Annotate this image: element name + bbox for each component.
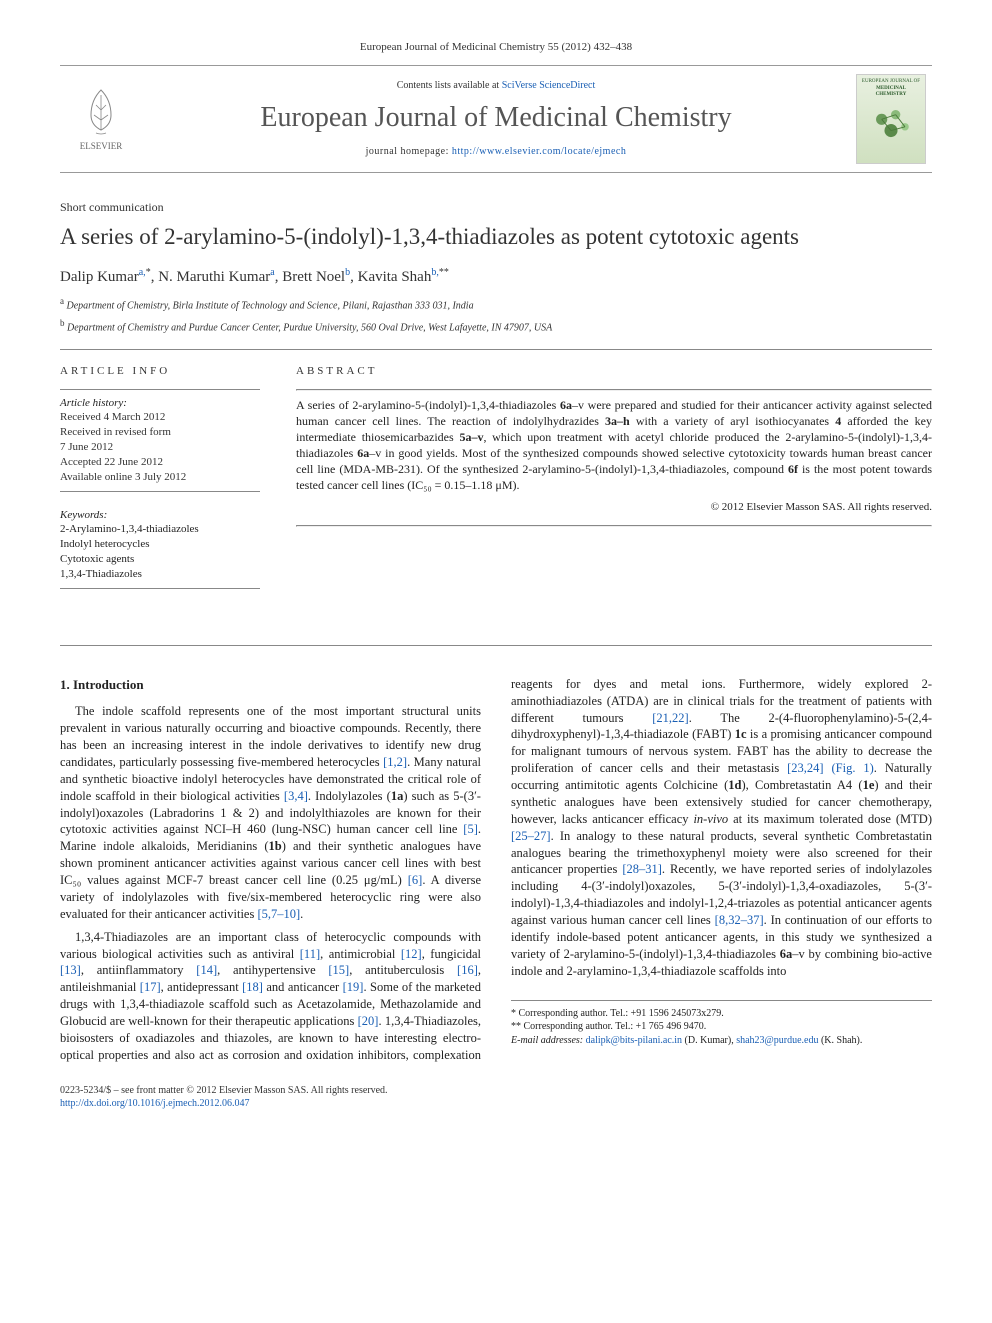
rule-top [60,349,932,350]
section-1-heading: 1. Introduction [60,676,481,694]
keyword-1: Indolyl heterocycles [60,537,260,552]
contents-prefix: Contents lists available at [397,80,502,91]
keyword-3: 1,3,4-Thiadiazoles [60,567,260,582]
email-link-2[interactable]: shah23@purdue.edu [736,1035,818,1046]
bottom-meta: 0223-5234/$ – see front matter © 2012 El… [60,1084,932,1111]
author: Dalip Kumara,* [60,269,151,285]
masthead: ELSEVIER Contents lists available at Sci… [60,65,932,173]
rule-mid [60,645,932,646]
article-type: Short communication [60,199,932,215]
masthead-center: Contents lists available at SciVerse Sci… [146,79,846,158]
keyword-0: 2-Arylamino-1,3,4-thiadiazoles [60,522,260,537]
contents-available-line: Contents lists available at SciVerse Sci… [146,79,846,93]
cover-label-2: MEDICINAL CHEMISTRY [861,86,921,100]
abstract-column: ABSTRACT A series of 2-arylamino-5-(indo… [296,364,932,595]
email-name-2: (K. Shah). [821,1035,862,1046]
body-para-1: The indole scaffold represents one of th… [60,703,481,922]
keyword-2: Cytotoxic agents [60,552,260,567]
homepage-prefix: journal homepage: [366,146,452,157]
abstract-copyright: © 2012 Elsevier Masson SAS. All rights r… [296,500,932,515]
scidirect-link[interactable]: SciVerse ScienceDirect [502,80,596,91]
email-link-1[interactable]: dalipk@bits-pilani.ac.in [586,1035,682,1046]
history-received: Received 4 March 2012 [60,410,260,425]
history-revised-1: Received in revised form [60,425,260,440]
homepage-link[interactable]: http://www.elsevier.com/locate/ejmech [452,146,626,157]
cover-label-1: EUROPEAN JOURNAL OF [862,79,920,86]
journal-cover-thumb: EUROPEAN JOURNAL OF MEDICINAL CHEMISTRY [856,74,926,164]
abs-rule-1 [296,389,932,391]
journal-name: European Journal of Medicinal Chemistry [146,99,846,137]
article-title: A series of 2-arylamino-5-(indolyl)-1,3,… [60,223,932,252]
elsevier-tree-icon [76,85,126,140]
history-accepted: Accepted 22 June 2012 [60,455,260,470]
abstract-text: A series of 2-arylamino-5-(indolyl)-1,3,… [296,397,932,494]
elsevier-logo: ELSEVIER [66,79,136,159]
history-label: Article history: [60,396,260,411]
header-citation: European Journal of Medicinal Chemistry … [60,40,932,55]
author: Brett Noelb [282,269,350,285]
info-rule-2 [60,491,260,492]
homepage-line: journal homepage: http://www.elsevier.co… [146,145,846,159]
authors-line: Dalip Kumara,*, N. Maruthi Kumara, Brett… [60,266,932,287]
affiliation: b Department of Chemistry and Purdue Can… [60,317,932,335]
body-columns: 1. Introduction The indole scaffold repr… [60,676,932,1064]
footnotes: * Corresponding author. Tel.: +91 1596 2… [511,1000,932,1048]
cover-molecule-icon [863,99,919,149]
publisher-label: ELSEVIER [80,140,123,152]
abs-rule-2 [296,525,932,527]
keywords-label: Keywords: [60,508,260,523]
corr-author-2: ** Corresponding author. Tel.: +1 765 49… [511,1020,932,1034]
doi-link[interactable]: http://dx.doi.org/10.1016/j.ejmech.2012.… [60,1098,250,1109]
email-label: E-mail addresses: [511,1035,586,1046]
author: N. Maruthi Kumara [158,269,275,285]
history-online: Available online 3 July 2012 [60,470,260,485]
info-rule-3 [60,588,260,589]
affiliation: a Department of Chemistry, Birla Institu… [60,295,932,313]
article-info-column: ARTICLE INFO Article history: Received 4… [60,364,260,595]
email-name-1: (D. Kumar), [682,1035,736,1046]
abstract-heading: ABSTRACT [296,364,932,379]
article-info-heading: ARTICLE INFO [60,364,260,379]
corr-author-1: * Corresponding author. Tel.: +91 1596 2… [511,1007,932,1021]
info-rule-1 [60,389,260,390]
issn-line: 0223-5234/$ – see front matter © 2012 El… [60,1084,932,1098]
history-revised-2: 7 June 2012 [60,440,260,455]
email-line: E-mail addresses: dalipk@bits-pilani.ac.… [511,1034,932,1048]
author: Kavita Shahb,** [358,269,449,285]
